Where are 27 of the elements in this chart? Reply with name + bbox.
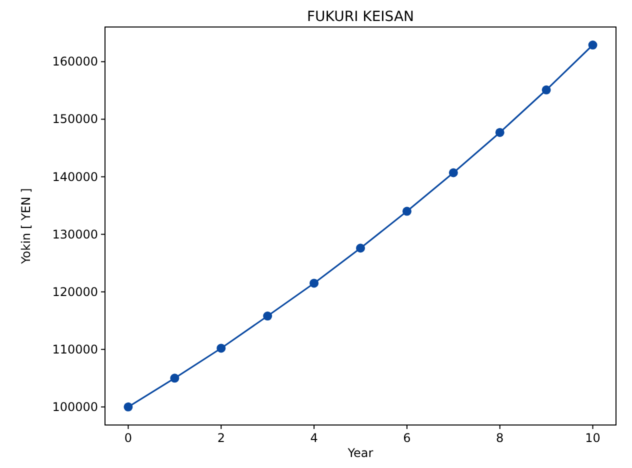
point (542, 85, 551, 94)
x-tick-label: 2 (217, 431, 225, 445)
y-tick-label: 130000 (52, 227, 98, 242)
x-axis-title: Year (346, 446, 374, 460)
y-tick-label: 140000 (52, 170, 98, 184)
x-tick-label: 10 (585, 431, 600, 445)
x-tick-label: 6 (403, 431, 411, 445)
x-tick-label: 8 (496, 431, 504, 445)
chart-title: FUKURI KEISAN (306, 9, 414, 25)
point (216, 344, 226, 353)
point (310, 278, 319, 288)
y-axis-title: Yokin [ YEN ] (19, 188, 33, 265)
y-tick-label: 120000 (52, 284, 98, 299)
y-tick-label: 100000 (52, 400, 98, 414)
y-tick-label: 150000 (52, 112, 98, 126)
point (448, 168, 458, 178)
x-tick-label: 4 (310, 431, 318, 445)
point (402, 206, 412, 216)
point (588, 40, 598, 50)
point (495, 128, 504, 137)
point (263, 312, 272, 321)
point (356, 244, 365, 253)
y-tick-label: 160000 (52, 54, 98, 69)
x-tick-label: 0 (124, 431, 132, 445)
point (124, 402, 133, 412)
y-tick-label: 110000 (52, 342, 98, 356)
point (170, 374, 180, 383)
